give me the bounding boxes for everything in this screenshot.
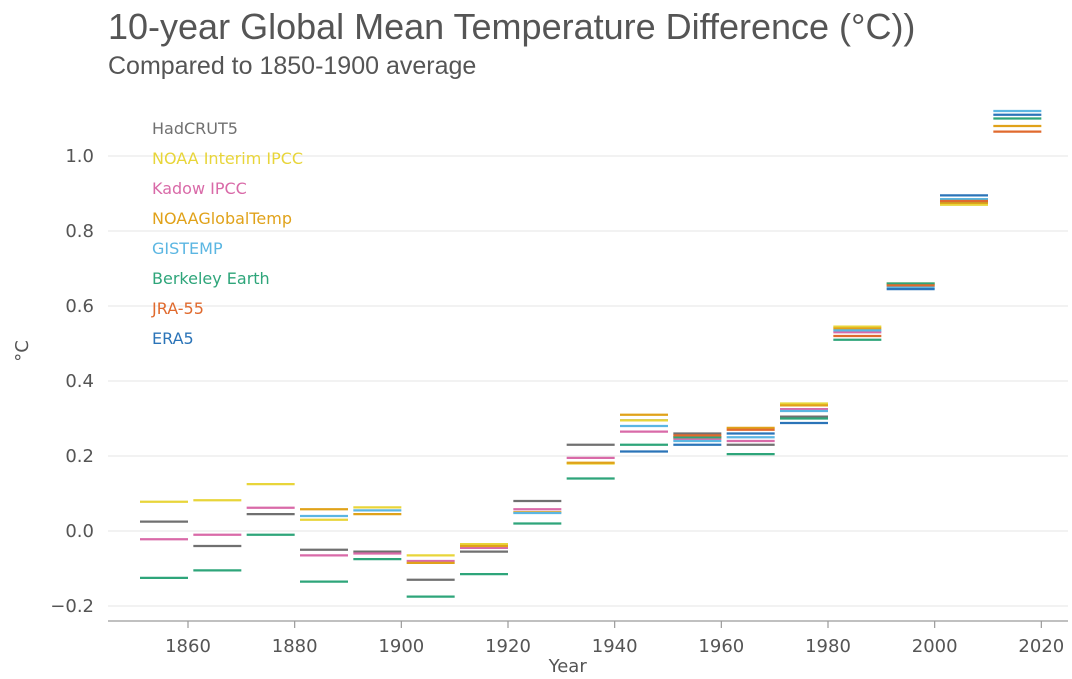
y-tick-label: 0.4	[65, 371, 94, 392]
x-tick-label: 1920	[485, 636, 531, 657]
x-axis: 1860 1880 1900 1920 1940 1960 1980 2000 2020	[108, 620, 1068, 657]
chart-subtitle: Compared to 1850-1900 average	[108, 52, 477, 80]
legend-entry: Berkeley Earth	[152, 269, 270, 288]
x-tick-label: 1880	[272, 636, 318, 657]
y-tick-label: 1.0	[65, 146, 94, 167]
x-tick-label: 2020	[1018, 636, 1064, 657]
y-axis-ticks: −0.2 0.0 0.2 0.4 0.6 0.8 1.0	[50, 146, 94, 617]
x-tick-label: 2000	[912, 636, 958, 657]
x-tick-label: 1900	[378, 636, 424, 657]
legend-entry: NOAA Interim IPCC	[152, 149, 303, 168]
y-tick-label: 0.8	[65, 221, 94, 242]
x-tick-label: 1940	[592, 636, 638, 657]
legend-entry: NOAAGlobalTemp	[152, 209, 292, 228]
legend-entry: GISTEMP	[152, 239, 223, 258]
legend-entry: HadCRUT5	[152, 119, 238, 138]
x-tick-label: 1980	[805, 636, 851, 657]
chart-title: 10-year Global Mean Temperature Differen…	[108, 6, 916, 47]
y-axis-label: °C	[12, 340, 33, 362]
legend-entry: ERA5	[152, 329, 194, 348]
x-tick-label: 1860	[165, 636, 211, 657]
data-segments	[140, 109, 1042, 598]
legend-entry: JRA-55	[151, 299, 204, 318]
x-tick-label: 1960	[698, 636, 744, 657]
x-axis-label: Year	[548, 656, 588, 677]
legend-entry: Kadow IPCC	[152, 179, 247, 198]
y-tick-label: 0.2	[65, 446, 94, 467]
legend: HadCRUT5 NOAA Interim IPCC Kadow IPCC NOAAG…	[151, 119, 303, 348]
y-tick-label: 0.0	[65, 521, 94, 542]
y-tick-label: −0.2	[50, 596, 94, 617]
y-tick-label: 0.6	[65, 296, 94, 317]
grid-lines	[108, 155, 1068, 607]
